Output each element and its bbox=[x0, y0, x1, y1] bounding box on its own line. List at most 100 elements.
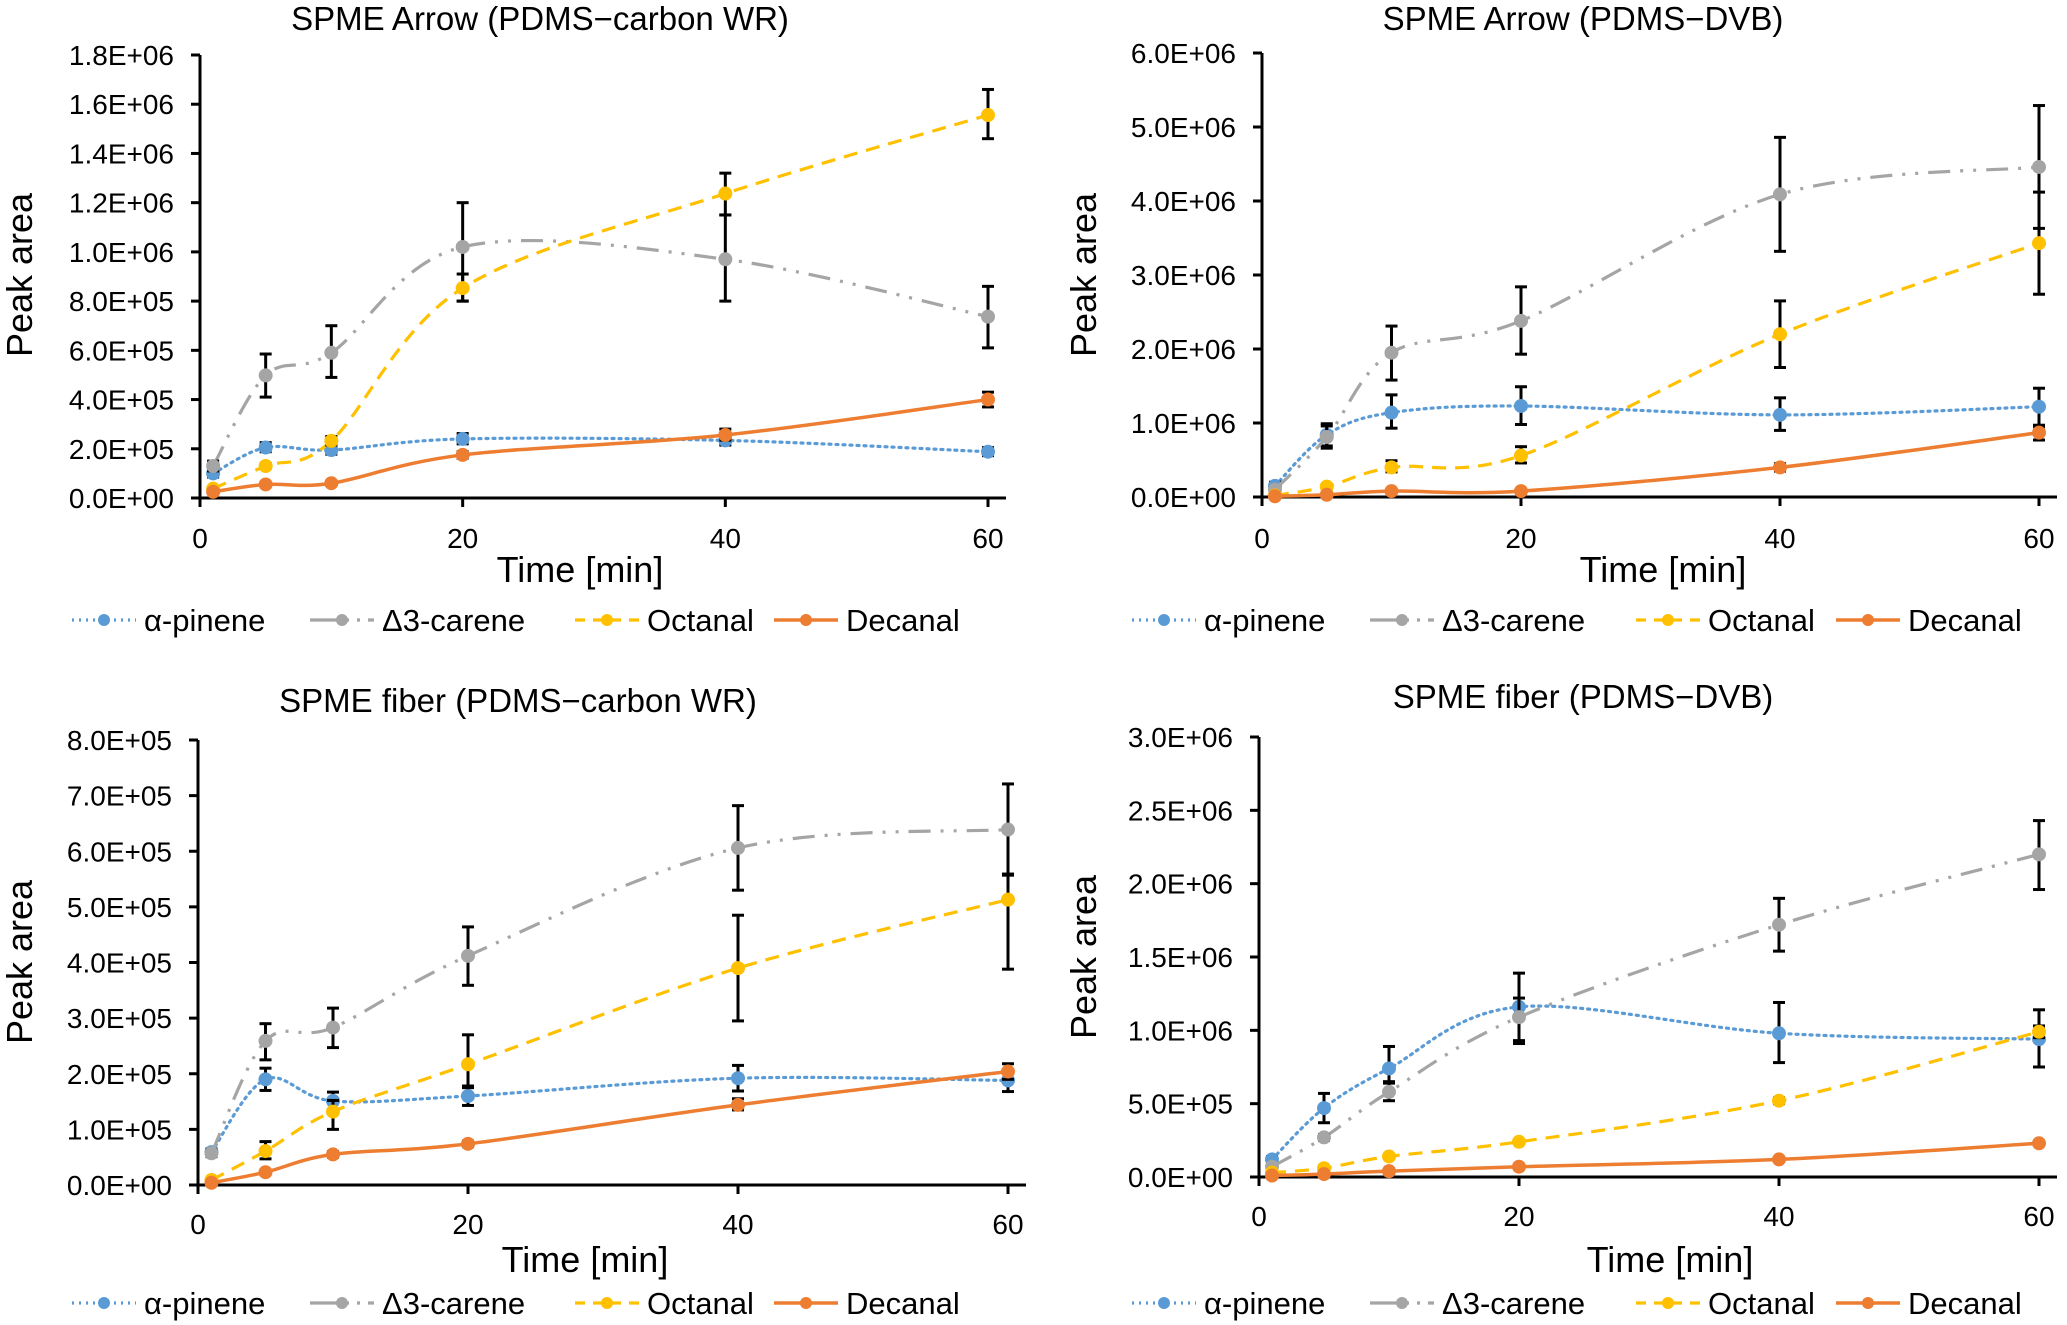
legend-item: Decanal bbox=[1836, 1286, 2022, 1321]
y-tick-label: 4.0E+05 bbox=[67, 948, 172, 979]
data-point bbox=[1382, 1084, 1396, 1099]
legend-label: Octanal bbox=[1708, 603, 1815, 638]
data-point bbox=[1772, 1026, 1786, 1041]
y-tick-label: 2.0E+06 bbox=[1128, 869, 1233, 900]
data-point bbox=[718, 186, 733, 201]
legend-item: Octanal bbox=[575, 1286, 754, 1321]
data-point bbox=[1319, 487, 1334, 502]
legend-marker-icon bbox=[601, 614, 613, 626]
series-2 bbox=[206, 87, 995, 496]
legend-label: α-pinene bbox=[144, 1286, 265, 1321]
y-tick-label: 1.8E+06 bbox=[69, 40, 174, 71]
chart-spme-fiber-carbon-wr: SPME fiber (PDMS−carbon WR) Peak area Ti… bbox=[0, 682, 1026, 1321]
legend-label: Δ3-carene bbox=[382, 1286, 525, 1321]
legend-marker-icon bbox=[1158, 1297, 1170, 1309]
data-point bbox=[2032, 236, 2046, 251]
data-point bbox=[1512, 1159, 1526, 1174]
data-point bbox=[1317, 1130, 1331, 1145]
data-point bbox=[1001, 892, 1015, 907]
y-tick-label: 2.0E+05 bbox=[67, 1059, 172, 1090]
y-tick-label: 1.0E+06 bbox=[1131, 408, 1236, 439]
x-tick-label: 40 bbox=[722, 1209, 753, 1240]
data-point bbox=[1773, 407, 1787, 422]
series-3 bbox=[1265, 1136, 2046, 1183]
y-tick-label: 5.0E+05 bbox=[1128, 1089, 1233, 1120]
data-point bbox=[455, 239, 470, 254]
data-point bbox=[455, 281, 470, 296]
chart-spme-fiber-dvb: SPME fiber (PDMS−DVB) Peak area Time [mi… bbox=[1063, 678, 2057, 1321]
legend-item: α-pinene bbox=[72, 1286, 265, 1321]
y-tick-label: 5.0E+06 bbox=[1131, 112, 1236, 143]
data-point bbox=[455, 447, 470, 462]
data-point bbox=[1382, 1164, 1396, 1179]
y-tick-label: 6.0E+05 bbox=[69, 335, 174, 366]
series-0 bbox=[1265, 971, 2046, 1167]
data-point bbox=[1773, 327, 1787, 342]
y-tick-label: 6.0E+05 bbox=[67, 836, 172, 867]
data-point bbox=[731, 840, 745, 855]
legend-label: Decanal bbox=[846, 1286, 960, 1321]
data-point bbox=[1772, 1093, 1786, 1108]
legend-marker-icon bbox=[1862, 614, 1874, 626]
x-tick-label: 40 bbox=[1764, 523, 1795, 554]
data-point bbox=[1001, 822, 1015, 837]
series-line bbox=[211, 436, 990, 475]
legend-label: α-pinene bbox=[1204, 1286, 1325, 1321]
series-3 bbox=[204, 1062, 1015, 1190]
series-line bbox=[212, 113, 989, 491]
y-tick-label: 8.0E+05 bbox=[69, 286, 174, 317]
data-point bbox=[326, 1147, 340, 1162]
data-point bbox=[326, 1104, 340, 1119]
y-tick-label: 4.0E+06 bbox=[1131, 186, 1236, 217]
chart-title: SPME fiber (PDMS−DVB) bbox=[1393, 678, 1774, 715]
series-1 bbox=[1265, 819, 2046, 1174]
series-1 bbox=[204, 782, 1015, 1161]
legend-marker-icon bbox=[1862, 1297, 1874, 1309]
data-point bbox=[461, 1057, 475, 1072]
legend-label: α-pinene bbox=[144, 603, 265, 638]
data-point bbox=[1514, 398, 1528, 413]
data-point bbox=[1773, 460, 1787, 475]
data-point bbox=[2032, 159, 2046, 174]
y-axis-title: Peak area bbox=[0, 879, 40, 1044]
data-point bbox=[1317, 1101, 1331, 1116]
data-point bbox=[326, 1020, 340, 1035]
y-tick-label: 2.0E+05 bbox=[69, 434, 174, 465]
data-point bbox=[1384, 484, 1399, 499]
y-tick-label: 6.0E+06 bbox=[1131, 38, 1236, 69]
data-point bbox=[204, 1175, 219, 1190]
data-point bbox=[1773, 187, 1787, 202]
legend-label: Decanal bbox=[846, 603, 960, 638]
x-tick-label: 20 bbox=[452, 1209, 483, 1240]
x-tick-label: 60 bbox=[992, 1209, 1023, 1240]
legend-label: Octanal bbox=[647, 1286, 754, 1321]
data-point bbox=[1514, 484, 1528, 499]
y-tick-label: 1.0E+06 bbox=[69, 237, 174, 268]
series-line bbox=[1274, 241, 2040, 498]
data-point bbox=[258, 1144, 273, 1159]
legend-label: α-pinene bbox=[1204, 603, 1325, 638]
legend-item: Δ3-carene bbox=[1370, 603, 1585, 638]
y-axis-title: Peak area bbox=[0, 192, 40, 357]
y-tick-label: 5.0E+05 bbox=[67, 892, 172, 923]
data-point bbox=[2032, 399, 2046, 414]
chart-spme-arrow-dvb: SPME Arrow (PDMS−DVB) Peak area Time [mi… bbox=[1063, 0, 2057, 638]
data-point bbox=[1512, 1134, 1526, 1149]
legend-marker-icon bbox=[98, 614, 110, 626]
x-axis-title: Time [min] bbox=[1587, 1239, 1754, 1280]
y-tick-label: 0.0E+00 bbox=[69, 483, 174, 514]
data-point bbox=[1772, 1152, 1786, 1167]
y-tick-label: 1.6E+06 bbox=[69, 89, 174, 120]
legend-item: α-pinene bbox=[72, 603, 265, 638]
legend-item: α-pinene bbox=[1132, 603, 1325, 638]
legend-label: Δ3-carene bbox=[382, 603, 525, 638]
data-point bbox=[2032, 1136, 2046, 1151]
legend-item: Decanal bbox=[774, 1286, 960, 1321]
series-2 bbox=[1265, 1024, 2046, 1180]
data-point bbox=[981, 444, 995, 459]
chart-spme-arrow-carbon-wr: SPME Arrow (PDMS−carbon WR) Peak area Ti… bbox=[0, 0, 1006, 638]
data-point bbox=[1514, 313, 1528, 328]
x-tick-label: 20 bbox=[1505, 523, 1536, 554]
x-tick-label: 0 bbox=[1251, 1201, 1267, 1232]
